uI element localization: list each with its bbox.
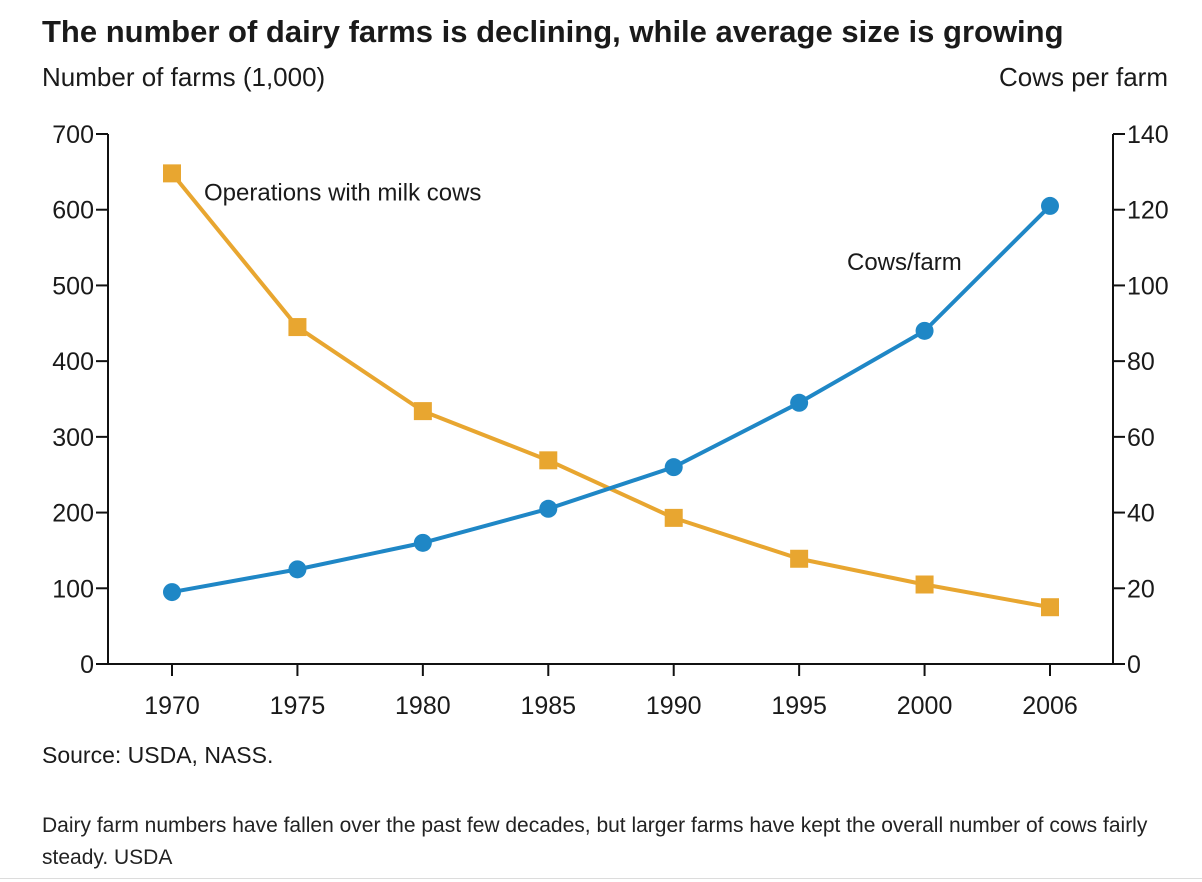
y-left-tick-label: 400 <box>52 348 94 376</box>
divider <box>0 878 1202 879</box>
y-left-tick-label: 200 <box>52 500 94 528</box>
series-2-point <box>664 458 683 477</box>
y-right-tick-label: 140 <box>1127 121 1169 149</box>
series-line-2 <box>171 204 1052 595</box>
series-1-point <box>915 575 934 594</box>
x-tick-label: 1980 <box>395 692 451 720</box>
y-axis-right-label: Cows per farm <box>998 62 1168 92</box>
y-left-tick-label: 700 <box>52 121 94 149</box>
x-tick-label: 1985 <box>520 692 576 720</box>
series-2-point <box>163 583 181 602</box>
series-labels: Operations with milk cows Cows/farm <box>204 179 962 276</box>
series-1-point <box>539 451 558 470</box>
y-left-tick-label: 300 <box>52 424 94 452</box>
x-tick-label: 1975 <box>270 692 326 720</box>
series-2-point <box>790 393 809 412</box>
series-line-1 <box>170 172 1051 610</box>
x-tick-label: 2000 <box>897 692 953 720</box>
series-2-point <box>539 499 558 518</box>
y-right-tick-label: 100 <box>1127 272 1169 300</box>
chart-title: The number of dairy farms is declining, … <box>42 14 1064 49</box>
y-right-tick-label: 40 <box>1127 500 1155 528</box>
y-right-tick-label: 120 <box>1127 197 1169 225</box>
y-left-tick-label: 100 <box>52 575 94 603</box>
y-axis-left-label: Number of farms (1,000) <box>42 62 326 92</box>
y-right-tick-label: 20 <box>1127 575 1155 603</box>
y-left-tick-label: 500 <box>52 272 94 300</box>
axes: 0 100 200 300 400 500 600 700 0 20 40 60 80 100 120 140… <box>52 121 1168 720</box>
series-1-point <box>790 549 809 568</box>
y-right-tick-label: 0 <box>1127 651 1141 679</box>
x-tick-label: 2006 <box>1022 692 1078 720</box>
x-tick-label: 1995 <box>771 692 827 720</box>
series-1-point <box>1041 598 1059 617</box>
y-right-tick-label: 60 <box>1127 424 1155 452</box>
series-1-point <box>664 508 683 527</box>
series-2-point <box>915 321 934 340</box>
series-2-point <box>288 560 307 579</box>
y-left-tick-label: 600 <box>52 197 94 225</box>
y-left-tick-label: 0 <box>80 651 94 679</box>
series-2-point <box>413 533 432 552</box>
source-note: Source: USDA, NASS. <box>42 742 274 768</box>
series-2-label: Cows/farm <box>847 249 962 276</box>
line-chart: 0 100 200 300 400 500 600 700 0 20 40 60 80 100 120 140… <box>52 121 1168 720</box>
series-1-point <box>163 164 181 183</box>
series-1-point <box>288 318 307 337</box>
series-layer <box>163 164 1059 617</box>
y-right-tick-label: 80 <box>1127 348 1155 376</box>
series-1-label: Operations with milk cows <box>204 179 481 206</box>
series-2-point <box>1041 196 1059 215</box>
figure-caption: Dairy farm numbers have fallen over the … <box>42 814 1148 869</box>
x-tick-label: 1990 <box>646 692 702 720</box>
series-1-point <box>413 402 432 421</box>
x-tick-label: 1970 <box>144 692 200 720</box>
